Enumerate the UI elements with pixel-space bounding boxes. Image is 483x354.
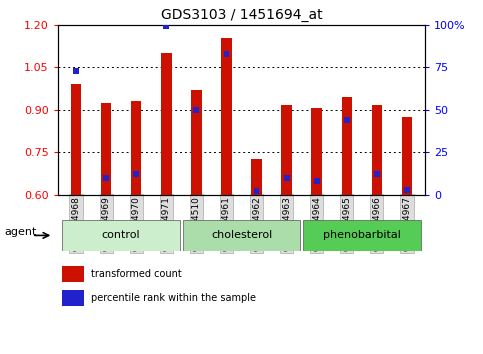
Bar (374, 171, 380, 177)
Bar (284, 175, 289, 181)
Title: GDS3103 / 1451694_at: GDS3103 / 1451694_at (161, 8, 322, 22)
Bar (254, 188, 259, 194)
Bar (62, 220, 180, 251)
Bar (73, 68, 79, 74)
Bar (133, 171, 139, 177)
Bar (71, 84, 81, 195)
Bar (404, 187, 410, 193)
Text: transformed count: transformed count (91, 269, 182, 279)
Text: agent: agent (5, 227, 37, 237)
Bar (402, 117, 412, 195)
Text: phenobarbital: phenobarbital (323, 230, 401, 240)
Bar (341, 97, 352, 195)
Bar (344, 117, 350, 123)
Bar (161, 53, 171, 195)
Bar (251, 159, 262, 195)
Text: percentile rank within the sample: percentile rank within the sample (91, 293, 256, 303)
Text: cholesterol: cholesterol (211, 230, 272, 240)
Bar (312, 108, 322, 195)
Bar (303, 220, 421, 251)
Bar (371, 105, 382, 195)
Bar (282, 105, 292, 195)
Bar (314, 178, 320, 184)
Bar (224, 51, 229, 57)
Bar (221, 38, 232, 195)
Bar (62, 266, 84, 282)
Bar (62, 290, 84, 306)
Bar (183, 220, 300, 251)
Bar (163, 23, 169, 29)
Bar (131, 101, 142, 195)
Bar (191, 90, 201, 195)
Text: control: control (102, 230, 141, 240)
Bar (194, 107, 199, 113)
Bar (101, 103, 112, 195)
Bar (103, 175, 109, 181)
